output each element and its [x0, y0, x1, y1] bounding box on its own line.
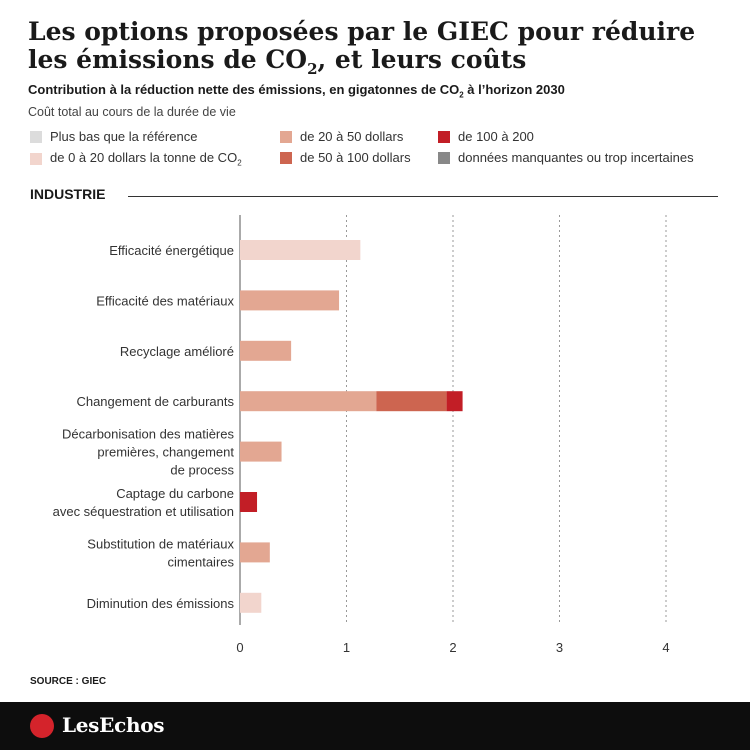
bar-segment — [240, 391, 377, 412]
category-label-line: Substitution de matériaux — [87, 536, 234, 551]
section-label: INDUSTRIE — [30, 186, 106, 202]
legend-item-100-200: de 100 à 200 — [438, 129, 534, 144]
category-label: Efficacité des matériaux — [96, 293, 234, 308]
legend-item-50-100: de 50 à 100 dollars — [280, 150, 411, 165]
subtitle-part-a: Contribution à la réduction nette des ém… — [28, 82, 460, 97]
legend-swatch — [280, 130, 292, 143]
category-label-line: Recyclage amélioré — [120, 344, 234, 359]
section-divider — [128, 196, 718, 197]
legend-swatch — [30, 152, 42, 165]
title-subscript: 2 — [307, 60, 318, 78]
category-label-line: Décarbonisation des matières — [62, 427, 234, 442]
x-tick-label: 2 — [449, 640, 456, 655]
category-label: Substitution de matériaux cimentaires — [87, 536, 234, 569]
legend-item-below-reference: Plus bas que la référence — [30, 129, 197, 144]
category-label-line: avec séquestration et utilisation — [53, 504, 234, 519]
category-label: Changement de carburants — [76, 394, 234, 409]
legend-label: de 0 à 20 dollars la tonne de CO2 — [50, 150, 242, 168]
chart-title: Les options proposées par le GIEC pour r… — [28, 17, 728, 77]
legend-swatch — [438, 130, 450, 143]
bar-segment — [240, 240, 361, 260]
subtitle-subscript: 2 — [459, 90, 464, 100]
les-echos-logo-icon — [30, 714, 54, 738]
legend-label: de 50 à 100 dollars — [300, 150, 411, 165]
legend-swatch — [438, 151, 450, 164]
category-label: Diminution des émissions — [87, 596, 235, 611]
bar-segment — [240, 592, 262, 613]
bar-segment — [240, 441, 282, 462]
legend-label-text: de 0 à 20 dollars la tonne de CO — [50, 150, 238, 165]
title-part-a: les émissions de CO — [28, 45, 308, 74]
bar-segment — [376, 391, 447, 412]
bar-segment — [240, 340, 292, 361]
legend-item-0-20: de 0 à 20 dollars la tonne de CO2 — [30, 150, 242, 168]
legend-label: données manquantes ou trop incertaines — [458, 150, 694, 165]
legend-label: Plus bas que la référence — [50, 129, 198, 144]
bar-segment — [446, 391, 463, 412]
industry-bar-chart: 0 1 2 3 4 Efficacité énergétique Efficacité de… — [53, 215, 670, 655]
legend-item-missing-data: données manquantes ou trop incertaines — [438, 150, 694, 165]
x-tick-label: 1 — [343, 640, 350, 655]
category-label-line: Efficacité énergétique — [109, 243, 234, 258]
x-tick-label: 3 — [556, 640, 563, 655]
legend-swatch — [280, 151, 292, 164]
category-label: Efficacité énergétique — [109, 243, 234, 258]
title-line-1: Les options proposées par le GIEC pour r… — [28, 17, 696, 46]
chart-subtitle: Contribution à la réduction nette des ém… — [28, 82, 565, 100]
title-part-b: , et leurs coûts — [317, 45, 527, 74]
category-label: Captage du carbone avec séquestration et … — [53, 486, 234, 519]
legend-swatch — [30, 130, 42, 143]
brand-name: LesEchos — [62, 713, 165, 737]
category-label-line: de process — [170, 463, 234, 478]
category-label-line: Changement de carburants — [76, 394, 234, 409]
legend-label: de 20 à 50 dollars — [300, 129, 404, 144]
footer-bar: LesEchos — [0, 702, 750, 750]
category-label-line: Diminution des émissions — [87, 596, 235, 611]
legend-item-20-50: de 20 à 50 dollars — [280, 129, 403, 144]
legend-label-subscript: 2 — [237, 158, 242, 168]
category-label-line: Efficacité des matériaux — [96, 293, 234, 308]
subtitle-part-b: à l’horizon 2030 — [463, 82, 565, 97]
category-label: Décarbonisation des matières premières, c… — [62, 427, 234, 478]
source-note: SOURCE : GIEC — [30, 676, 107, 687]
bar-segment — [240, 492, 258, 512]
category-label-line: premières, changement — [97, 445, 234, 460]
bar-segment — [240, 542, 270, 563]
category-label-line: cimentaires — [168, 554, 235, 569]
category-label: Recyclage amélioré — [120, 344, 234, 359]
title-line-2: les émissions de CO2, et leurs coûts — [28, 45, 728, 77]
bar-segment — [240, 290, 340, 311]
legend-title: Coût total au cours de la durée de vie — [28, 105, 236, 119]
category-label-line: Captage du carbone — [116, 486, 234, 501]
legend-label: de 100 à 200 — [458, 129, 534, 144]
x-tick-label: 0 — [236, 640, 243, 655]
x-tick-label: 4 — [662, 640, 669, 655]
